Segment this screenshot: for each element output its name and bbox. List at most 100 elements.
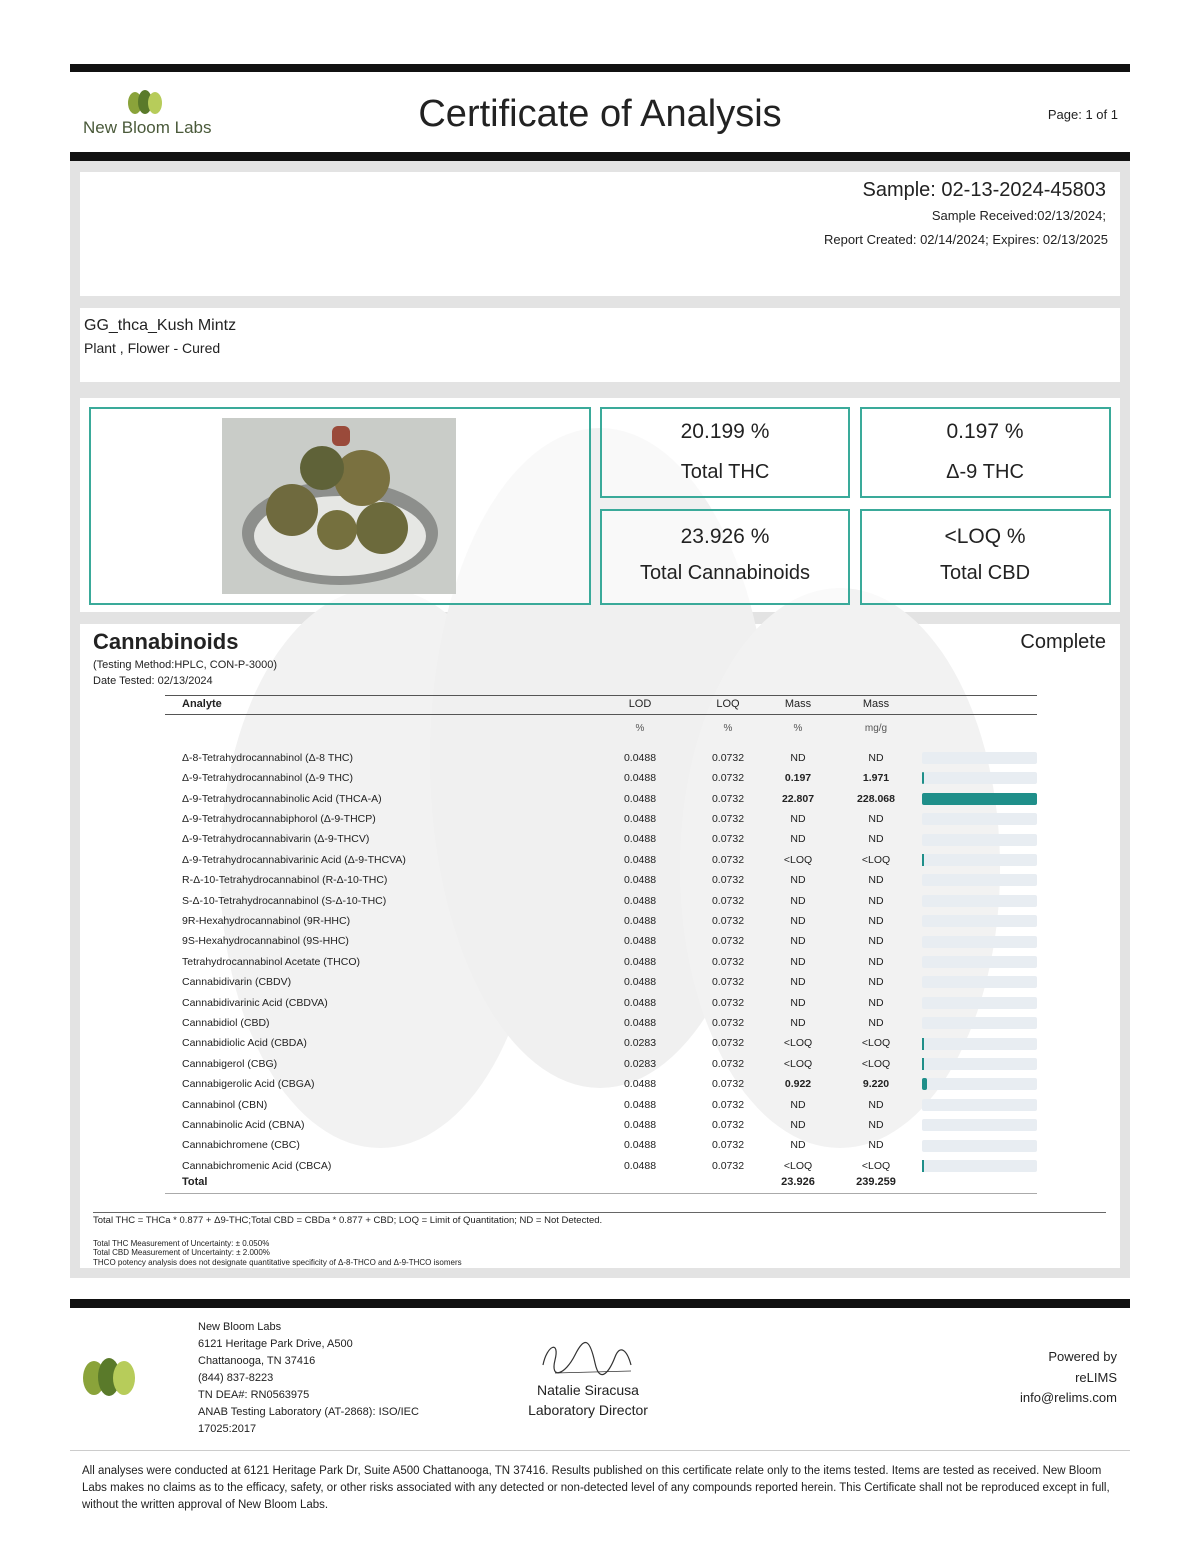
cell: 0.0732 (711, 792, 745, 805)
total-label: Total (182, 1176, 208, 1189)
header-rule (70, 152, 1130, 161)
cell: 0.0732 (711, 976, 745, 989)
bar-track (922, 1058, 1037, 1070)
stat-box (600, 509, 850, 605)
lab-info: (844) 837-8223 (198, 1372, 274, 1385)
cell: ND (790, 751, 806, 764)
status: Complete (1020, 631, 1106, 653)
cell: 0.0488 (623, 976, 657, 989)
analyte: Cannabidiolic Acid (CBDA) (182, 1037, 307, 1050)
lab-info: ANAB Testing Laboratory (AT-2868): ISO/I… (198, 1406, 419, 1419)
top-rule (70, 64, 1130, 72)
analyte: Cannabidivarinic Acid (CBDVA) (182, 996, 328, 1009)
stat-box (860, 509, 1111, 605)
section-title: Cannabinoids (93, 628, 239, 654)
analyte: Δ-9-Tetrahydrocannabiphorol (Δ-9-THCP) (182, 812, 376, 825)
footer-rule (70, 1299, 1130, 1308)
analyte: Δ-9-Tetrahydrocannabivarin (Δ-9-THCV) (182, 833, 370, 846)
unit: % (723, 723, 733, 734)
cell: <LOQ (861, 1159, 891, 1172)
cell: <LOQ (861, 1057, 891, 1070)
cell: 0.0732 (711, 1078, 745, 1091)
stat-value: <LOQ % (944, 525, 1026, 549)
bar-track (922, 752, 1037, 764)
stat-label: Total CBD (939, 562, 1031, 584)
bar-track (922, 935, 1037, 948)
cell: 0.0732 (711, 996, 745, 1009)
cell: 0.0488 (623, 1118, 657, 1131)
powered-by: info@relims.com (1020, 1390, 1117, 1406)
product-photo (222, 418, 456, 594)
bar (922, 1078, 927, 1091)
cell: 0.0732 (711, 1037, 745, 1050)
cell: 0.0488 (623, 914, 657, 927)
cell: 0.0732 (711, 853, 745, 866)
bar-track (922, 1119, 1037, 1132)
bar-track (922, 1037, 1037, 1050)
stat-label: Total THC (680, 461, 770, 483)
cell: 0.0732 (711, 833, 745, 846)
unit: % (635, 723, 645, 734)
analyte: Δ-9-Tetrahydrocannabinolic Acid (THCA-A) (182, 792, 382, 805)
cell: ND (790, 833, 806, 846)
unit: % (793, 723, 803, 734)
cell: 0.0488 (623, 792, 657, 805)
cell: <LOQ (783, 1159, 813, 1172)
lab-info: TN DEA#: RN0563975 (198, 1389, 310, 1402)
director-title: Laboratory Director (528, 1401, 648, 1418)
testing-method: (Testing Method:HPLC, CON-P-3000) (93, 659, 278, 672)
analyte: Cannabigerol (CBG) (182, 1057, 278, 1070)
cell: ND (868, 935, 884, 948)
stat-label: Δ-9 THC (946, 461, 1024, 483)
cell: 0.0488 (623, 1078, 657, 1091)
bar (922, 1160, 924, 1172)
cell: ND (868, 874, 884, 887)
product-type: Plant , Flower - Cured (84, 339, 221, 356)
cell: 0.0488 (623, 833, 657, 846)
column-header: LOQ (716, 698, 740, 711)
cell: ND (868, 833, 884, 846)
lab-info: New Bloom Labs (198, 1321, 282, 1334)
bar-track (922, 956, 1037, 968)
bar-track (922, 854, 1037, 866)
page-number: Page: 1 of 1 (1047, 107, 1118, 123)
bar-track (922, 813, 1037, 826)
analyte: Δ-8-Tetrahydrocannabinol (Δ-8 THC) (182, 751, 354, 764)
cell: 0.0488 (623, 751, 657, 764)
column-header: Mass (862, 698, 890, 711)
bar (922, 792, 1037, 805)
cell: ND (868, 751, 884, 764)
analyte: 9S-Hexahydrocannabinol (9S-HHC) (182, 935, 349, 948)
cell: 0.197 (784, 772, 812, 785)
bar-track (922, 833, 1037, 846)
cell: <LOQ (783, 853, 813, 866)
stat-box (860, 407, 1111, 498)
report-dates: Report Created: 02/14/2024; Expires: 02/… (823, 232, 1108, 248)
analyte: 9R-Hexahydrocannabinol (9R-HHC) (182, 914, 351, 927)
signature (542, 1342, 632, 1376)
cell: 0.0732 (711, 772, 745, 785)
cell: 0.0732 (711, 914, 745, 927)
analyte: Cannabinolic Acid (CBNA) (182, 1118, 305, 1131)
cell: 0.0732 (711, 874, 745, 887)
stat-label: Total Cannabinoids (639, 562, 811, 584)
analyte: S-Δ-10-Tetrahydrocannabinol (S-Δ-10-THC) (182, 894, 387, 907)
note: Total CBD Measurement of Uncertainty: ± … (93, 1248, 270, 1258)
cell: 0.0732 (711, 1139, 745, 1152)
cell: 0.0488 (623, 853, 657, 866)
cell: 0.0732 (711, 1159, 745, 1172)
sample-panel (80, 172, 1120, 296)
cell: <LOQ (783, 1057, 813, 1070)
powered-by: reLIMS (1075, 1369, 1117, 1385)
lab-info: Chattanooga, TN 37416 (198, 1355, 316, 1368)
bar-track (922, 1017, 1037, 1030)
cell: 0.0488 (623, 1098, 657, 1111)
analyte: Cannabidiol (CBD) (182, 1016, 270, 1029)
total-cell: 239.259 (856, 1176, 896, 1189)
cell: 0.0488 (623, 894, 657, 907)
cell: <LOQ (783, 1037, 813, 1050)
cell: 228.068 (857, 792, 895, 805)
cell: ND (868, 1016, 884, 1029)
cell: ND (790, 812, 806, 825)
cell: ND (790, 935, 806, 948)
